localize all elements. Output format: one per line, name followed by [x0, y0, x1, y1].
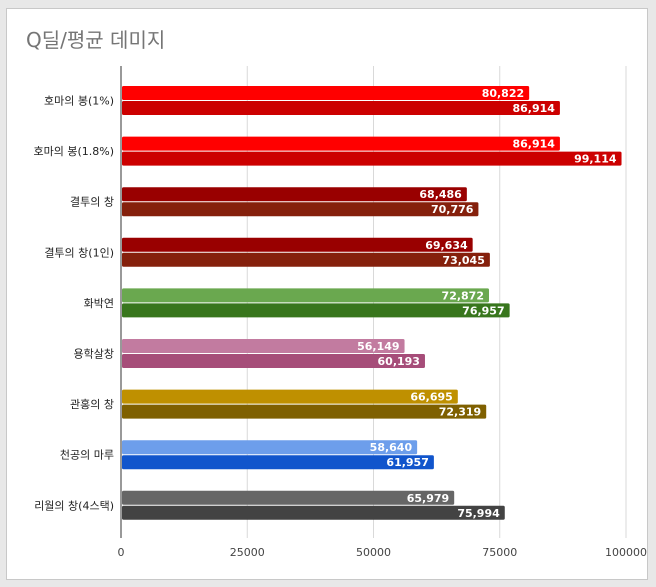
data-label: 86,914	[512, 102, 555, 115]
bar-series-1	[122, 490, 455, 505]
bar-series-1	[122, 136, 560, 151]
bar-series-1	[122, 86, 530, 100]
category-label: 용학살창	[74, 348, 114, 361]
category-label: 결투의 창(1인)	[44, 246, 114, 259]
data-label: 68,486	[419, 188, 462, 201]
data-label: 56,149	[357, 340, 399, 353]
data-label: 73,045	[442, 254, 484, 267]
category-label: 천공의 마루	[60, 448, 114, 462]
bar-series-1	[122, 187, 467, 202]
bar-series-1	[122, 440, 418, 455]
bar-series-2	[122, 151, 622, 166]
data-label: 69,634	[425, 239, 468, 252]
category-label: 호마의 봉(1%)	[44, 95, 114, 108]
data-label: 61,957	[386, 456, 428, 469]
x-tick-label: 100000	[605, 546, 647, 559]
bar-series-2	[122, 455, 434, 470]
bar-series-1	[122, 389, 458, 404]
bar-series-2	[122, 354, 425, 368]
data-label: 65,979	[407, 492, 449, 505]
data-label: 58,640	[370, 441, 413, 454]
bar-series-2	[122, 505, 505, 520]
x-tick-label: 25000	[230, 546, 265, 559]
category-label: 호마의 봉(1.8%)	[33, 145, 114, 158]
data-label: 99,114	[574, 153, 617, 166]
bar-series-1	[122, 288, 490, 303]
bar-series-2	[122, 101, 560, 115]
category-label: 결투의 창	[70, 196, 114, 209]
data-label: 72,319	[439, 406, 481, 419]
category-label: 관홍의 창	[70, 397, 114, 411]
data-label: 60,193	[378, 355, 420, 368]
data-label: 70,776	[431, 203, 474, 216]
bar-series-1	[122, 339, 405, 353]
data-label: 75,994	[457, 507, 500, 520]
category-label: 리월의 창(4스택)	[34, 499, 114, 512]
data-label: 72,872	[442, 289, 484, 302]
x-tick-label: 50000	[356, 546, 391, 559]
bar-series-2	[122, 404, 487, 419]
bar-series-2	[122, 252, 490, 267]
data-label: 80,822	[482, 87, 524, 100]
bar-series-2	[122, 303, 510, 318]
x-tick-label: 0	[118, 546, 125, 559]
data-label: 86,914	[512, 138, 555, 151]
chart-title: Q딜/평균 데미지	[26, 28, 166, 52]
bar-series-1	[122, 237, 473, 252]
x-tick-label: 75000	[482, 546, 517, 559]
bar-series-2	[122, 202, 479, 217]
category-label: 화박연	[84, 297, 114, 310]
data-label: 66,695	[410, 391, 452, 404]
data-label: 76,957	[462, 304, 504, 317]
